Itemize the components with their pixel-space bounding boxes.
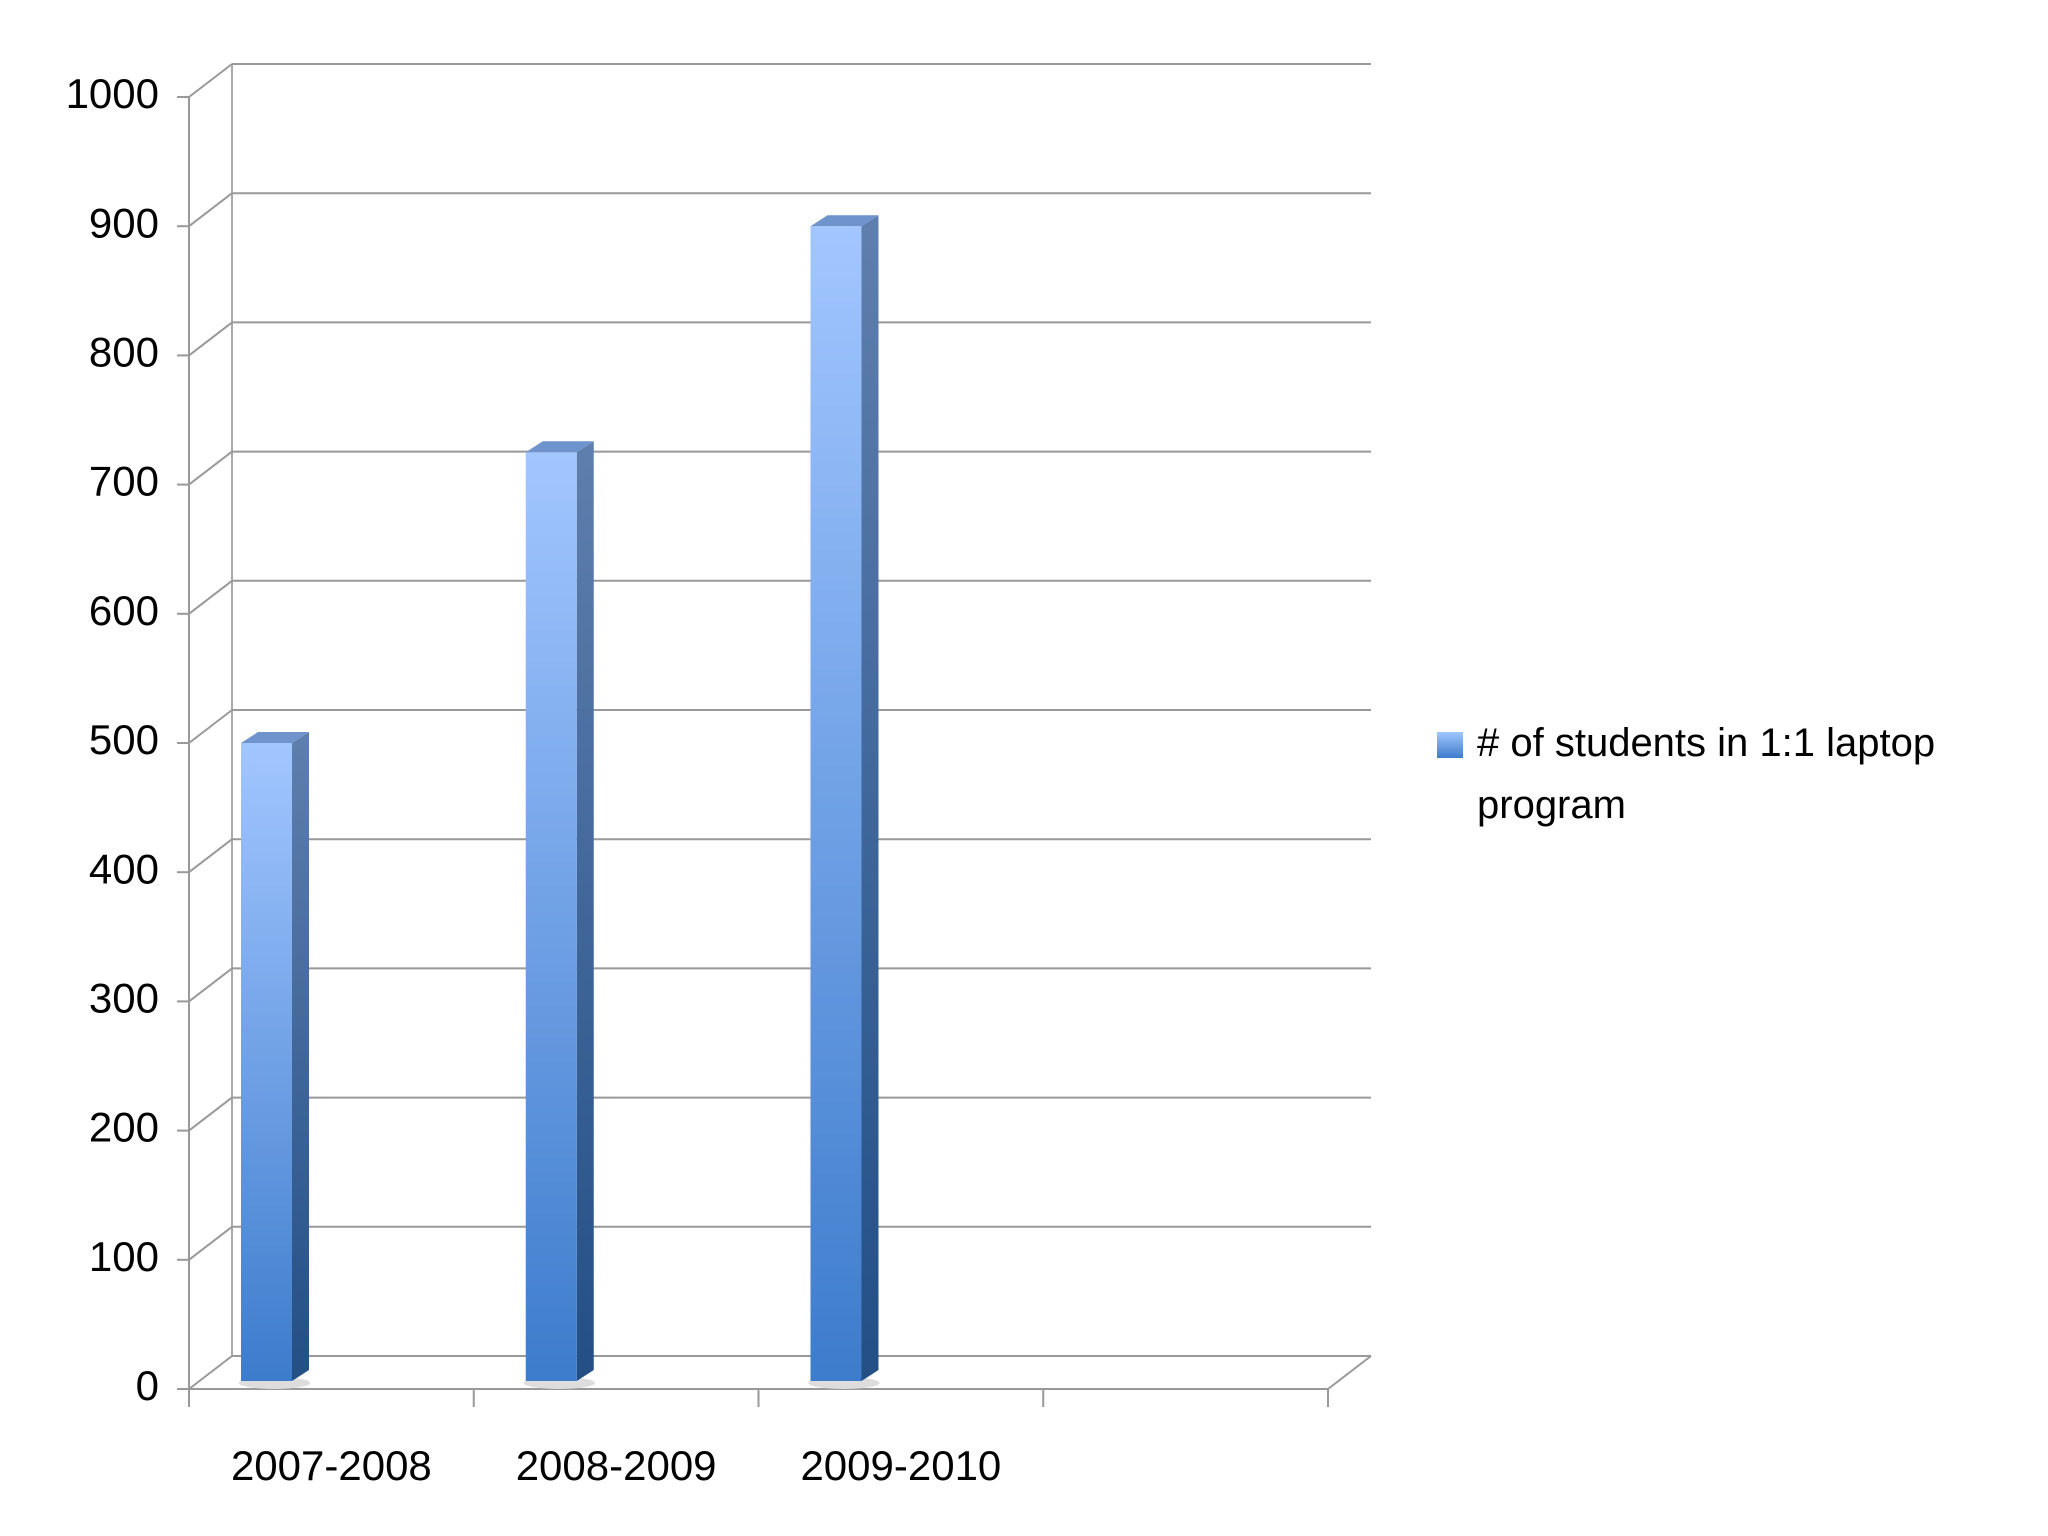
bar-top: [241, 732, 309, 743]
y-tick-label: 800: [89, 328, 159, 375]
grid-line: [188, 63, 233, 98]
bar-top: [810, 215, 879, 227]
grid-line: [188, 1355, 233, 1390]
bar-side: [576, 441, 594, 1381]
bar: [810, 226, 862, 1382]
grid-line: [188, 967, 233, 1003]
grid-line: [188, 709, 233, 744]
grid-line: [188, 321, 233, 357]
y-tick-label: 700: [89, 458, 159, 505]
grid-line: [188, 838, 233, 873]
y-tick-label: 100: [89, 1233, 159, 1280]
grid-line: [188, 1226, 233, 1261]
bar-side: [861, 215, 879, 1382]
grid-line: [188, 450, 233, 486]
bar-top: [525, 441, 594, 453]
grid-line: [188, 1096, 233, 1132]
y-tick-label: 600: [89, 587, 159, 634]
legend-label: # of students in 1:1 laptop program: [1477, 721, 1936, 827]
y-tick-label: 900: [89, 199, 159, 246]
y-tick-label: 300: [89, 974, 159, 1021]
x-tick-label: 2007-2008: [231, 1442, 432, 1489]
floor-edge: [1327, 1355, 1372, 1390]
legend: # of students in 1:1 laptop program: [1437, 712, 2037, 836]
legend-swatch: [1437, 732, 1463, 758]
bar: [525, 452, 577, 1381]
y-tick-label: 0: [136, 1362, 159, 1409]
grid-line: [188, 192, 233, 227]
y-tick-label: 1000: [66, 70, 159, 117]
bar: [241, 743, 292, 1381]
y-tick-label: 400: [89, 845, 159, 892]
grid-line: [188, 580, 233, 615]
x-tick-label: 2009-2010: [800, 1442, 1001, 1489]
y-tick-label: 200: [89, 1104, 159, 1151]
y-tick-label: 500: [89, 716, 159, 763]
x-tick-label: 2008-2009: [516, 1442, 717, 1489]
bar-side: [292, 732, 309, 1381]
